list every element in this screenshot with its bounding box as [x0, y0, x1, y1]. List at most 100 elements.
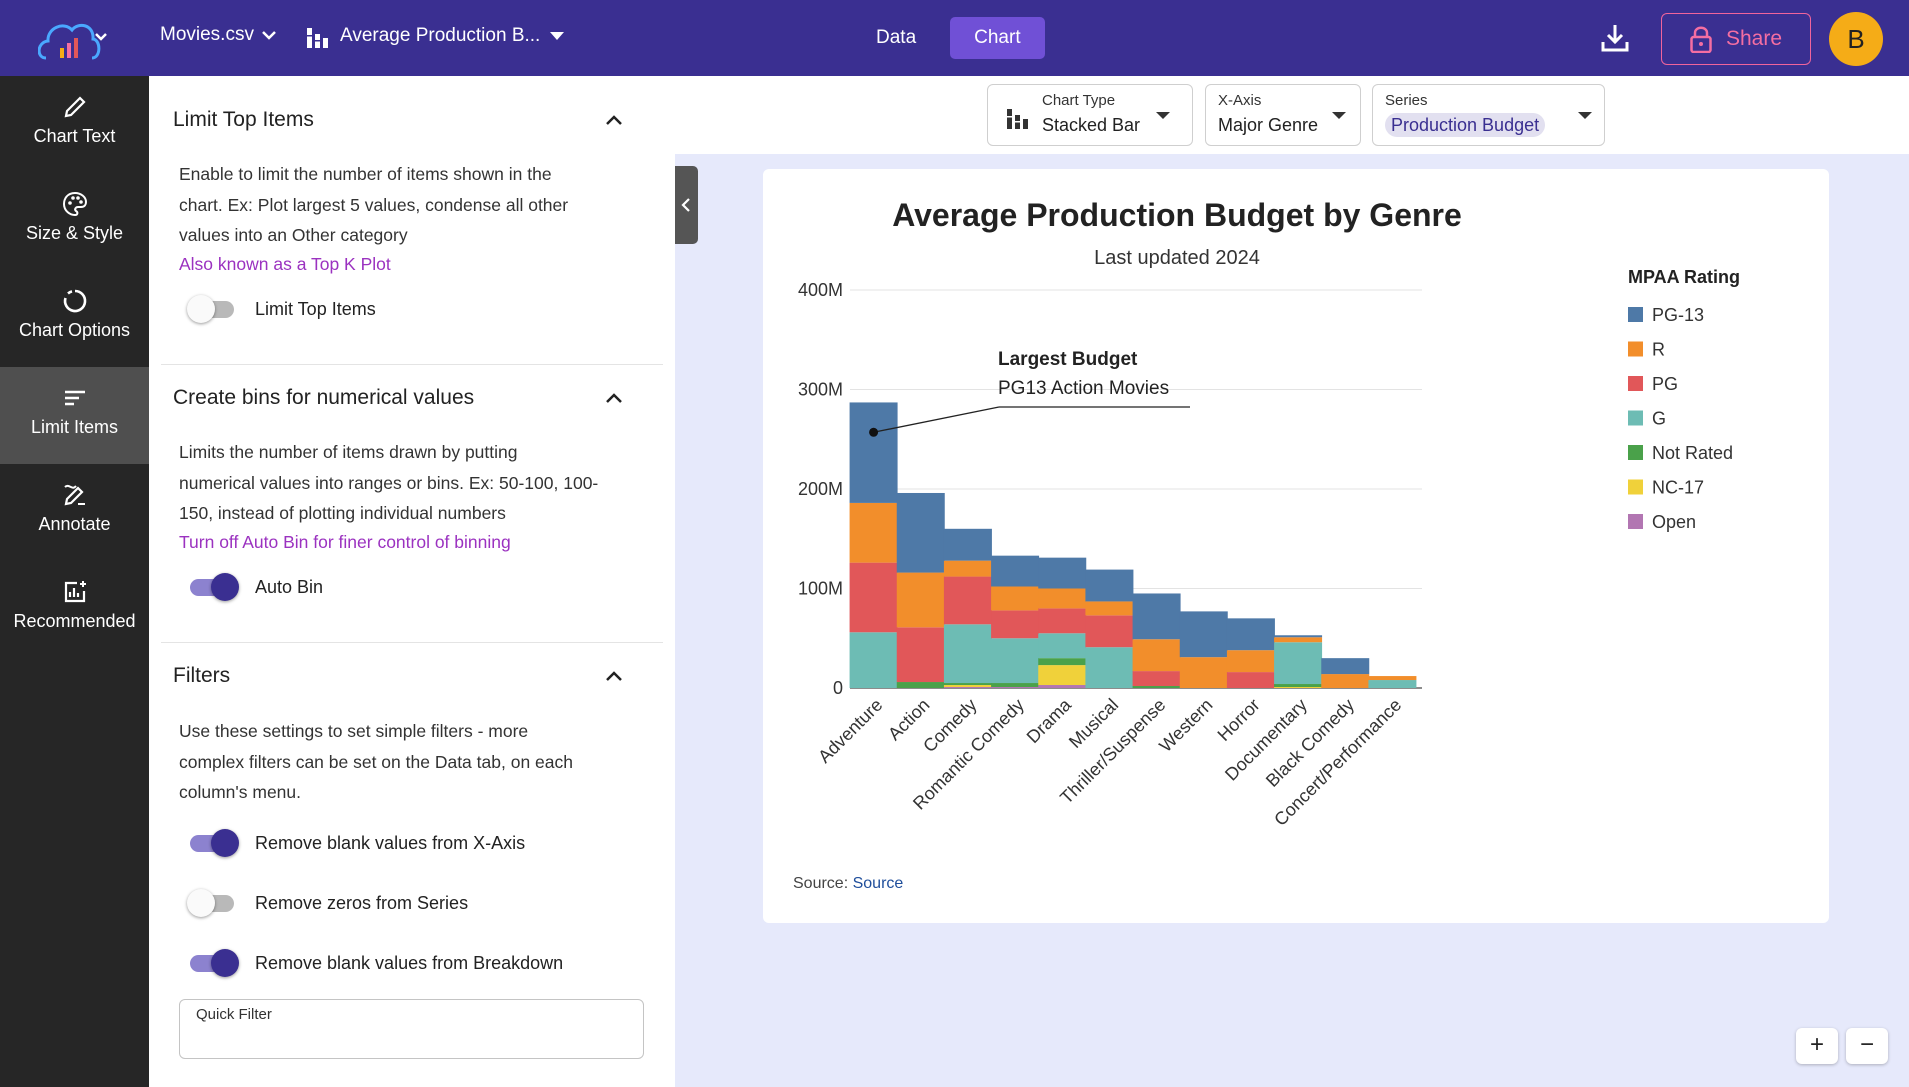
quick-filter-input[interactable] — [194, 1028, 624, 1052]
bar-segment[interactable] — [991, 610, 1040, 639]
bar-segment[interactable] — [896, 492, 945, 573]
legend-swatch[interactable] — [1628, 341, 1643, 357]
sidebar-item-chart-options[interactable]: Chart Options — [0, 270, 149, 367]
bar-segment[interactable] — [1132, 593, 1181, 640]
bar-segment[interactable] — [1274, 684, 1323, 688]
bar-segment[interactable] — [1038, 608, 1087, 634]
legend-label[interactable]: Not Rated — [1652, 443, 1733, 463]
remove-blank-x-toggle[interactable] — [187, 828, 239, 858]
sidebar-item-chart-text[interactable]: Chart Text — [0, 76, 149, 173]
series-chip[interactable]: Production Budget — [1385, 113, 1546, 137]
bar-segment[interactable] — [1132, 671, 1181, 687]
bar-segment[interactable] — [1038, 633, 1087, 659]
annotation-text[interactable]: PG13 Action Movies — [998, 378, 1169, 399]
bar-segment[interactable] — [896, 627, 945, 683]
bar-segment[interactable] — [943, 687, 992, 688]
bar-segment[interactable] — [1085, 647, 1134, 688]
source-link[interactable]: Source — [852, 875, 904, 892]
bar-segment[interactable] — [1321, 674, 1370, 688]
legend-label[interactable]: Open — [1652, 512, 1696, 532]
bar-segment[interactable] — [943, 685, 992, 688]
bar-segment[interactable] — [1274, 637, 1323, 643]
collapse-panel-button[interactable] — [675, 166, 698, 244]
bar-segment[interactable] — [896, 572, 945, 628]
annotation-title[interactable]: Largest Budget — [998, 349, 1138, 370]
bar-segment[interactable] — [849, 502, 898, 563]
bar-segment[interactable] — [943, 560, 992, 577]
legend-swatch[interactable] — [1628, 307, 1643, 322]
zoom-out-button[interactable]: − — [1846, 1028, 1888, 1064]
bar-segment[interactable] — [943, 528, 992, 561]
auto-bin-toggle[interactable] — [187, 572, 239, 602]
bar-segment[interactable] — [1368, 676, 1417, 681]
chart-subtitle[interactable]: Last updated 2024 — [1094, 247, 1260, 269]
section-title-limit-top[interactable]: Limit Top Items — [173, 108, 314, 131]
legend-swatch[interactable] — [1628, 479, 1643, 495]
sidebar-item-recommended[interactable]: Recommended — [0, 561, 149, 658]
bar-segment[interactable] — [1179, 657, 1228, 688]
bar-segment[interactable] — [1226, 650, 1275, 673]
bar-segment[interactable] — [991, 638, 1040, 684]
bar-segment[interactable] — [1368, 680, 1417, 688]
sidebar-item-annotate[interactable]: Annotate — [0, 464, 149, 561]
tab-chart[interactable]: Chart — [950, 17, 1045, 59]
legend-swatch[interactable] — [1628, 445, 1643, 460]
sidebar-item-size-style[interactable]: Size & Style — [0, 173, 149, 270]
chart-type-select[interactable]: Chart Type Stacked Bar — [987, 84, 1193, 146]
bar-segment[interactable] — [1132, 686, 1181, 688]
bar-segment[interactable] — [1226, 618, 1275, 651]
bar-segment[interactable] — [1274, 635, 1323, 638]
section-title-bins[interactable]: Create bins for numerical values — [173, 386, 475, 409]
bar-segment[interactable] — [991, 555, 1040, 587]
tab-data[interactable]: Data — [876, 27, 917, 48]
bar-segment[interactable] — [991, 586, 1040, 611]
legend-label[interactable]: R — [1652, 340, 1665, 360]
bar-segment[interactable] — [1085, 569, 1134, 602]
bar-segment[interactable] — [1038, 665, 1087, 686]
bar-segment[interactable] — [1321, 658, 1370, 675]
share-button[interactable]: Share — [1661, 13, 1811, 65]
top-k-link[interactable]: Also known as a Top K Plot — [179, 254, 391, 274]
bar-segment[interactable] — [849, 402, 898, 503]
remove-zeros-toggle[interactable] — [187, 888, 239, 918]
bar-segment[interactable] — [896, 682, 945, 688]
bar-segment[interactable] — [991, 683, 1040, 688]
series-select[interactable]: Series Production Budget — [1372, 84, 1605, 146]
avatar[interactable]: B — [1829, 12, 1883, 66]
zoom-in-button[interactable]: + — [1796, 1028, 1838, 1064]
legend-swatch[interactable] — [1628, 514, 1643, 529]
section-title-filters[interactable]: Filters — [173, 664, 231, 687]
bar-segment[interactable] — [1132, 639, 1181, 672]
bar-segment[interactable] — [1226, 672, 1275, 688]
bar-segment[interactable] — [943, 576, 992, 625]
chart-title[interactable]: Average Production Budget by Genre — [892, 197, 1462, 233]
legend-label[interactable]: PG-13 — [1652, 305, 1704, 325]
bar-segment[interactable] — [1038, 658, 1087, 666]
limit-top-toggle[interactable] — [187, 294, 239, 324]
bar-segment[interactable] — [991, 687, 1040, 688]
legend-label[interactable]: PG — [1652, 374, 1678, 394]
bar-segment[interactable] — [1274, 687, 1323, 688]
bar-segment[interactable] — [1085, 615, 1134, 648]
bar-segment[interactable] — [1274, 642, 1323, 685]
bar-segment[interactable] — [943, 624, 992, 684]
chevron-up-icon[interactable] — [605, 392, 623, 404]
bar-segment[interactable] — [1038, 588, 1087, 609]
bar-segment[interactable] — [1179, 611, 1228, 658]
legend-swatch[interactable] — [1628, 410, 1643, 426]
bar-segment[interactable] — [849, 562, 898, 633]
chevron-up-icon[interactable] — [605, 670, 623, 682]
chevron-up-icon[interactable] — [605, 114, 623, 126]
app-logo-menu[interactable] — [37, 12, 110, 64]
file-dropdown[interactable]: Movies.csv — [160, 24, 276, 46]
bar-segment[interactable] — [1038, 685, 1087, 688]
download-button[interactable] — [1600, 22, 1630, 54]
bar-segment[interactable] — [1085, 601, 1134, 616]
bar-segment[interactable] — [943, 683, 992, 686]
remove-blank-breakdown-toggle[interactable] — [187, 948, 239, 978]
legend-label[interactable]: NC-17 — [1652, 478, 1704, 498]
sidebar-item-limit-items[interactable]: Limit Items — [0, 367, 149, 464]
auto-bin-link[interactable]: Turn off Auto Bin for finer control of b… — [179, 532, 511, 552]
chart-dropdown[interactable]: Average Production B... — [306, 24, 565, 48]
legend-label[interactable]: G — [1652, 409, 1666, 429]
